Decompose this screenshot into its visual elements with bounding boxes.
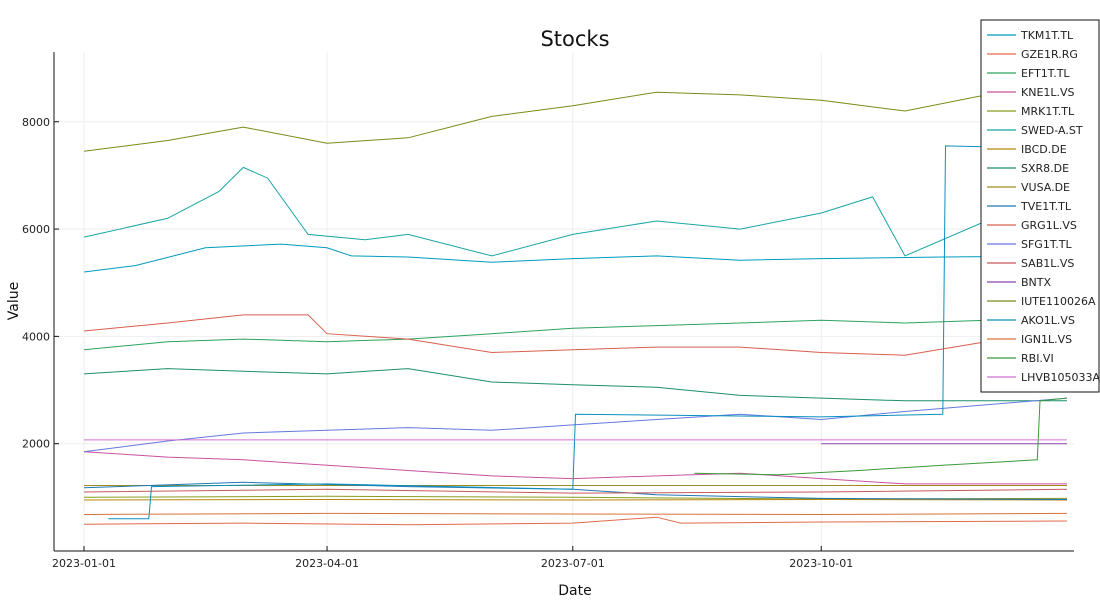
legend-label-7: SXR8.DE bbox=[1021, 162, 1069, 175]
legend-label-12: SAB1L.VS bbox=[1021, 257, 1074, 270]
legend-item-16: IGN1L.VS bbox=[987, 333, 1072, 346]
y-tick-label-0: 2000 bbox=[22, 438, 50, 451]
x-ticks: 2023-01-01 2023-04-01 2023-07-01 2023-10-01 bbox=[52, 546, 853, 570]
legend-item-6: IBCD.DE bbox=[987, 143, 1067, 156]
y-ticks: 2000 4000 6000 8000 bbox=[22, 116, 59, 451]
x-tick-label-3: 2023-10-01 bbox=[789, 557, 853, 570]
legend-label-13: BNTX bbox=[1021, 276, 1051, 289]
legend-item-18: LHVB105033A bbox=[987, 371, 1100, 384]
series-line-1 bbox=[83, 516, 1068, 526]
legend-item-3: KNE1L.VS bbox=[987, 86, 1075, 99]
y-tick-label-2: 6000 bbox=[22, 223, 50, 236]
legend-item-1: GZE1R.RG bbox=[987, 48, 1078, 61]
series-line-5 bbox=[83, 166, 1068, 257]
legend-item-11: SFG1T.TL bbox=[987, 238, 1072, 251]
legend-item-4: MRK1T.TL bbox=[987, 105, 1075, 118]
legend-label-5: SWED-A.ST bbox=[1021, 124, 1083, 137]
series-line-15 bbox=[108, 145, 1068, 520]
legend: TKM1T.TL GZE1R.RG EFT1T.TL KNE1L.VS MRK1T.TL… bbox=[980, 19, 1100, 393]
series-line-16 bbox=[83, 512, 1068, 516]
y-tick-label-3: 8000 bbox=[22, 116, 50, 129]
legend-item-15: AKO1L.VS bbox=[987, 314, 1075, 327]
legend-label-15: AKO1L.VS bbox=[1021, 314, 1075, 327]
legend-item-13: BNTX bbox=[987, 276, 1051, 289]
x-tick-label-1: 2023-04-01 bbox=[295, 557, 359, 570]
legend-item-10: GRG1L.VS bbox=[987, 219, 1077, 232]
legend-item-0: TKM1T.TL bbox=[987, 29, 1074, 42]
series-line-2 bbox=[83, 317, 1068, 351]
x-tick-label-2: 2023-07-01 bbox=[541, 557, 605, 570]
legend-label-14: IUTE110026A bbox=[1021, 295, 1096, 308]
series-line-7 bbox=[83, 368, 1067, 402]
legend-label-0: TKM1T.TL bbox=[1020, 29, 1074, 42]
x-tick-label-0: 2023-01-01 bbox=[52, 557, 116, 570]
legend-item-2: EFT1T.TL bbox=[987, 67, 1070, 80]
x-axis-label: Date bbox=[558, 583, 591, 599]
legend-item-14: IUTE110026A bbox=[987, 295, 1096, 308]
legend-label-9: TVE1T.TL bbox=[1020, 200, 1072, 213]
legend-label-17: RBI.VI bbox=[1021, 352, 1054, 365]
legend-label-1: GZE1R.RG bbox=[1021, 48, 1078, 61]
legend-item-7: SXR8.DE bbox=[987, 162, 1069, 175]
legend-item-17: RBI.VI bbox=[987, 352, 1054, 365]
y-axis-label: Value bbox=[6, 282, 22, 320]
series-line-11 bbox=[83, 397, 1068, 453]
legend-label-2: EFT1T.TL bbox=[1021, 67, 1070, 80]
legend-label-10: GRG1L.VS bbox=[1021, 219, 1077, 232]
y-tick-label-1: 4000 bbox=[22, 330, 50, 343]
chart-title: Stocks bbox=[540, 27, 609, 51]
legend-item-8: VUSA.DE bbox=[987, 181, 1070, 194]
series-line-6 bbox=[83, 498, 1068, 501]
legend-item-12: SAB1L.VS bbox=[987, 257, 1074, 270]
legend-label-4: MRK1T.TL bbox=[1021, 105, 1075, 118]
legend-label-16: IGN1L.VS bbox=[1021, 333, 1072, 346]
legend-label-8: VUSA.DE bbox=[1021, 181, 1070, 194]
legend-label-6: IBCD.DE bbox=[1021, 143, 1067, 156]
series-lines bbox=[83, 89, 1068, 526]
legend-label-3: KNE1L.VS bbox=[1021, 86, 1075, 99]
series-line-14 bbox=[83, 89, 1068, 152]
series-line-12 bbox=[83, 488, 1068, 494]
legend-label-11: SFG1T.TL bbox=[1021, 238, 1072, 251]
legend-item-9: TVE1T.TL bbox=[987, 200, 1072, 213]
legend-label-18: LHVB105033A bbox=[1021, 371, 1100, 384]
grid bbox=[54, 52, 1074, 551]
series-line-10 bbox=[83, 314, 1068, 356]
series-line-3 bbox=[83, 451, 1067, 485]
series-line-17 bbox=[694, 397, 1068, 476]
series-line-0 bbox=[83, 243, 1068, 273]
legend-item-5: SWED-A.ST bbox=[987, 124, 1083, 137]
